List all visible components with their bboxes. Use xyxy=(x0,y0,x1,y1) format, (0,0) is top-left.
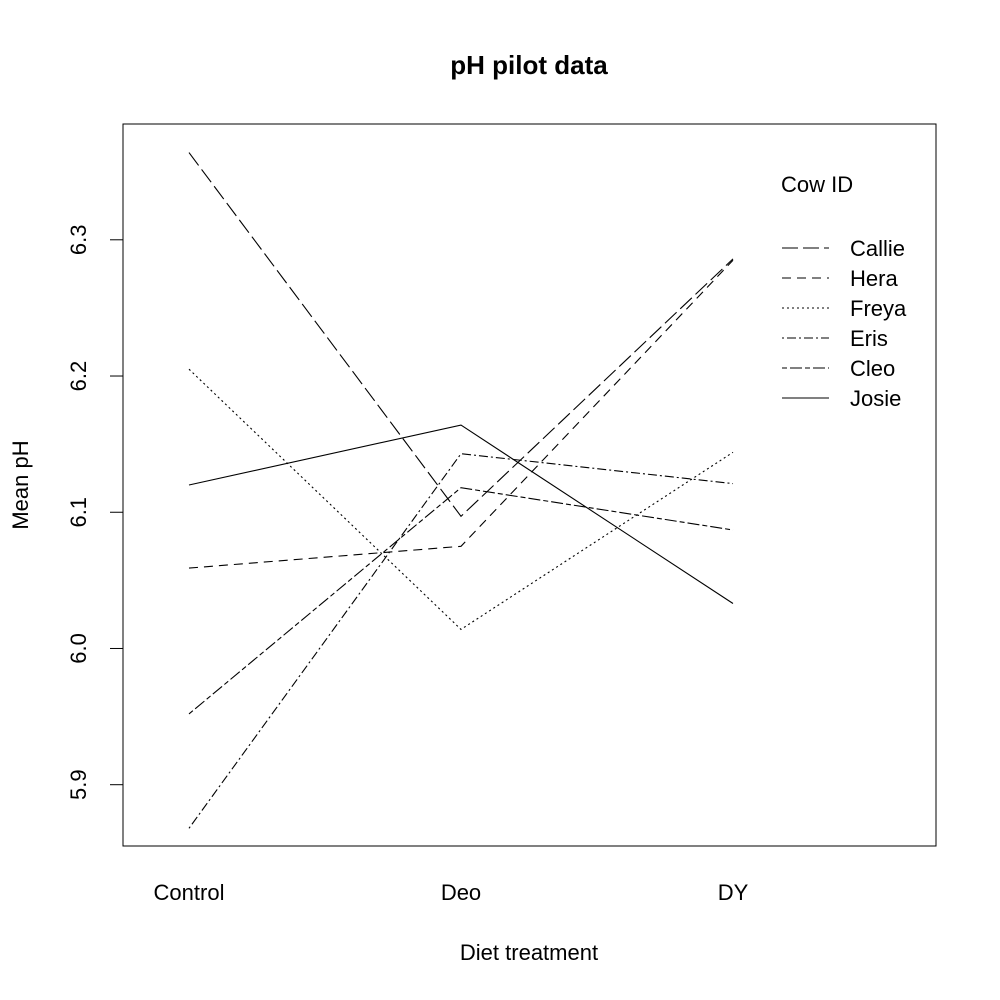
legend-title: Cow ID xyxy=(781,172,853,197)
series-line-cleo xyxy=(188,487,734,715)
series-line-freya xyxy=(188,368,734,631)
y-tick-label: 6.3 xyxy=(66,224,91,255)
chart-title: pH pilot data xyxy=(450,50,608,80)
series-line-eris xyxy=(188,453,734,829)
series-line-callie xyxy=(188,152,734,518)
x-axis-title: Diet treatment xyxy=(460,940,598,965)
x-tick-label: Control xyxy=(154,880,225,905)
series-line-josie xyxy=(188,424,734,604)
plot-frame xyxy=(122,123,937,847)
legend-label: Callie xyxy=(850,236,905,261)
legend-label: Hera xyxy=(850,266,898,291)
legend: Cow ID Callie Hera Freya Eris Cleo Josie xyxy=(781,172,907,411)
y-axis-title: Mean pH xyxy=(8,440,33,529)
y-tick-label: 6.0 xyxy=(66,633,91,664)
legend-label: Cleo xyxy=(850,356,895,381)
series-lines xyxy=(188,152,734,829)
y-tick-label: 6.2 xyxy=(66,361,91,392)
series-line-hera xyxy=(188,259,734,569)
x-axis-labels: Control Deo DY xyxy=(154,880,749,905)
legend-label: Freya xyxy=(850,296,907,321)
y-axis: 5.9 6.0 6.1 6.2 6.3 xyxy=(66,224,124,800)
x-tick-label: DY xyxy=(718,880,749,905)
y-tick-label: 6.1 xyxy=(66,497,91,528)
x-tick-label: Deo xyxy=(441,880,481,905)
y-tick-label: 5.9 xyxy=(66,769,91,800)
legend-label: Eris xyxy=(850,326,888,351)
legend-label: Josie xyxy=(850,386,901,411)
